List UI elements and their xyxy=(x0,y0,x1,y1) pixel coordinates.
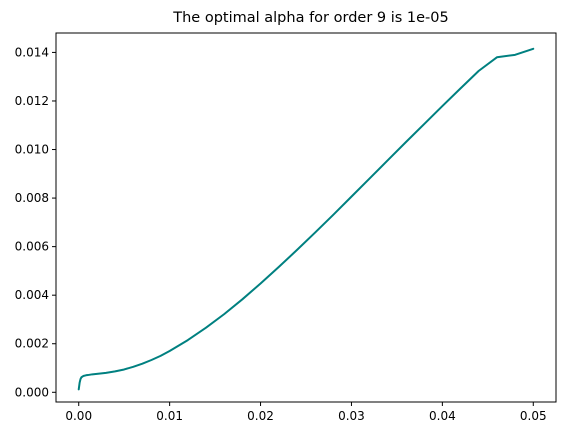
y-tick-label-0: 0.000 xyxy=(15,385,49,399)
x-tick-label-5: 0.05 xyxy=(520,409,547,423)
y-tick-label-2: 0.004 xyxy=(15,288,49,302)
y-tick-label-6: 0.012 xyxy=(15,94,49,108)
plot-frame xyxy=(55,32,557,403)
y-tick-label-7: 0.014 xyxy=(15,45,49,59)
y-tick-label-3: 0.006 xyxy=(15,240,49,254)
y-tick-label-5: 0.010 xyxy=(15,143,49,157)
chart-title: The optimal alpha for order 9 is 1e-05 xyxy=(172,10,449,26)
x-tick-label-4: 0.04 xyxy=(429,409,456,423)
y-tick-label-1: 0.002 xyxy=(15,337,49,351)
x-axis: 0.00 0.01 0.02 0.03 0.04 0.05 xyxy=(65,402,547,423)
y-tick-label-4: 0.008 xyxy=(15,191,49,205)
x-tick-label-3: 0.03 xyxy=(338,409,365,423)
y-axis: 0.000 0.002 0.004 0.006 0.008 0.010 0.012 0.014 xyxy=(15,45,56,399)
series-line xyxy=(77,47,535,391)
x-tick-label-2: 0.02 xyxy=(247,409,274,423)
x-tick-label-1: 0.01 xyxy=(156,409,183,423)
x-tick-label-0: 0.00 xyxy=(65,409,92,423)
